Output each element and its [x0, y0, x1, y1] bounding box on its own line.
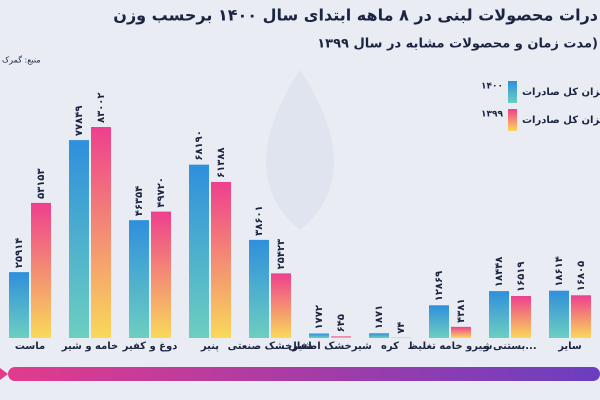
bar	[331, 336, 351, 338]
value-label: ۱۲۸۶۹	[434, 271, 445, 302]
legend-label: میزان کل صادرات	[522, 87, 600, 98]
value-label: ۴۹۷۲۰	[156, 177, 167, 208]
bar	[211, 181, 231, 338]
value-label: ۶۸۱۹۰	[194, 130, 205, 161]
legend-label: میزان کل صادرات	[522, 115, 600, 126]
x-tick-label: شیرخشک صنعتی	[228, 341, 313, 352]
bar	[309, 333, 329, 338]
bar	[511, 296, 531, 338]
value-label: ۸۳۰۰۲	[96, 92, 107, 123]
bar	[151, 211, 171, 338]
arrow-head	[0, 368, 8, 380]
value-label: ۶۱۳۸۸	[216, 147, 227, 178]
bar	[31, 202, 51, 338]
legend-period: ۱۴۰۰	[481, 82, 503, 92]
x-tick-label: شیرخشک اطفال	[288, 341, 372, 352]
bar	[69, 140, 89, 338]
bar	[271, 273, 291, 338]
x-tick-label: ماست	[15, 341, 45, 352]
bar	[369, 333, 389, 338]
value-label: ۱۶۵۱۹	[516, 261, 527, 292]
bar	[429, 305, 449, 338]
legend-swatch	[508, 81, 517, 103]
bar	[9, 272, 29, 338]
value-label: ۳۸۶۰۱	[254, 205, 265, 236]
value-label: ۷۴	[396, 322, 407, 334]
value-label: ۷۷۸۴۹	[74, 106, 85, 137]
value-label: ۱۶۸۰۵	[576, 261, 587, 292]
decor	[266, 70, 334, 230]
legend-period: ۱۳۹۹	[481, 110, 503, 120]
value-label: ۱۷۷۲	[314, 305, 325, 329]
x-tick-label: دوغ و کفیر	[122, 341, 178, 352]
bar	[549, 290, 569, 338]
bar	[451, 326, 471, 338]
bar	[249, 239, 269, 338]
x-tick-label: خامه و شیر	[61, 341, 119, 352]
x-tick-label: شیرو خامه تغلیظ	[408, 341, 493, 352]
x-tick-label: پنیر	[200, 341, 219, 352]
chart-title: درات محصولات لبنی در ۸ ماهه ابتدای سال ۱…	[113, 6, 598, 25]
x-tick-label: سایر	[557, 341, 582, 352]
bar	[489, 291, 509, 338]
value-label: ۱۸۷۱	[374, 305, 385, 329]
x-tick-label: بستنی و...	[482, 341, 536, 352]
value-label: ۲۵۴۲۳	[276, 239, 287, 270]
bar	[571, 295, 591, 338]
value-label: ۴۶۳۵۴	[134, 186, 145, 217]
bar	[129, 220, 149, 338]
value-label: ۱۸۶۱۴	[554, 256, 565, 287]
value-label: ۲۵۹۱۴	[14, 238, 25, 269]
x-tick-label: کره	[381, 341, 399, 352]
timeline-bar	[8, 367, 600, 381]
value-label: ۱۸۴۴۸	[494, 257, 505, 288]
value-label: ۵۳۱۵۳	[36, 168, 47, 199]
bar	[91, 127, 111, 338]
chart-subtitle: مدت زمان و محصولات مشابه در سال ۱۳۹۹)	[317, 37, 598, 52]
bar	[189, 164, 209, 338]
source: منبع: گمرک	[2, 55, 41, 65]
value-label: ۴۳۸۱	[456, 298, 467, 322]
value-label: ۶۴۵	[336, 314, 347, 332]
legend-swatch	[508, 109, 517, 131]
